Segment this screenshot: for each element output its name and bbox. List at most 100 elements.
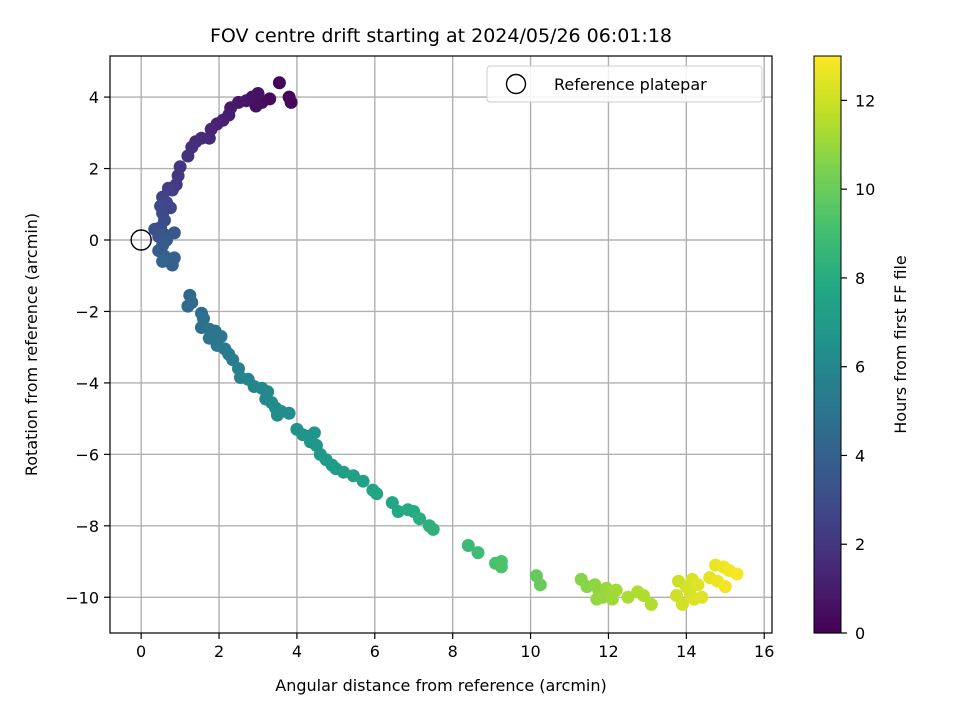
colorbar-strip bbox=[814, 330, 841, 336]
data-point bbox=[494, 560, 508, 574]
data-point bbox=[270, 408, 284, 422]
colorbar: 0 2 4 6 8 10 12 Hours from first FF file bbox=[813, 55, 910, 643]
colorbar-strip bbox=[814, 608, 841, 615]
data-point bbox=[181, 149, 195, 163]
colorbar-tick-label: 8 bbox=[855, 269, 865, 288]
colorbar-strip bbox=[814, 469, 841, 475]
colorbar-strip bbox=[814, 137, 841, 144]
colorbar-strip bbox=[814, 455, 841, 461]
colorbar-strip bbox=[814, 584, 841, 591]
data-point bbox=[181, 299, 195, 313]
colorbar-strip bbox=[814, 416, 841, 423]
colorbar-strip bbox=[814, 200, 841, 206]
colorbar-strip bbox=[814, 594, 841, 600]
data-points bbox=[148, 76, 744, 611]
data-point bbox=[471, 546, 485, 560]
colorbar-strip bbox=[814, 474, 841, 480]
colorbar-strip bbox=[814, 354, 841, 360]
colorbar-strip bbox=[814, 272, 841, 278]
colorbar-strip bbox=[814, 363, 841, 370]
data-point bbox=[609, 583, 623, 597]
x-tick-label: 14 bbox=[676, 642, 696, 661]
colorbar-strip bbox=[814, 618, 841, 624]
colorbar-tick-label: 6 bbox=[855, 358, 865, 377]
colorbar-strip bbox=[814, 589, 841, 596]
data-point bbox=[691, 578, 705, 592]
colorbar-strip bbox=[814, 556, 841, 562]
colorbar-strip bbox=[814, 128, 841, 134]
colorbar-strip bbox=[814, 546, 841, 552]
colorbar-strip bbox=[814, 613, 841, 620]
y-tick-label: 4 bbox=[89, 88, 99, 107]
data-point bbox=[272, 76, 286, 90]
data-point bbox=[337, 465, 351, 479]
colorbar-strip bbox=[814, 224, 841, 230]
colorbar-strip bbox=[814, 517, 841, 524]
colorbar-label: Hours from first FF file bbox=[891, 255, 910, 434]
colorbar-strip bbox=[814, 541, 841, 548]
colorbar-strip bbox=[814, 84, 841, 91]
colorbar-strip bbox=[814, 334, 841, 341]
colorbar-strip bbox=[814, 527, 841, 533]
data-point bbox=[675, 597, 689, 611]
colorbar-tick-label: 0 bbox=[855, 624, 865, 643]
colorbar-strip bbox=[814, 560, 841, 567]
data-point bbox=[695, 590, 709, 604]
colorbar-strip bbox=[814, 267, 841, 273]
data-point bbox=[644, 597, 658, 611]
colorbar-strip bbox=[814, 94, 841, 100]
colorbar-strip bbox=[814, 570, 841, 576]
colorbar-strip bbox=[814, 320, 841, 326]
x-tick-label: 16 bbox=[754, 642, 774, 661]
colorbar-strip bbox=[814, 411, 841, 418]
x-axis-label: Angular distance from reference (arcmin) bbox=[275, 676, 606, 695]
colorbar-strip bbox=[814, 488, 841, 495]
x-tick-label: 8 bbox=[448, 642, 458, 661]
colorbar-strip bbox=[814, 349, 841, 355]
colorbar-strip bbox=[814, 310, 841, 317]
colorbar-strip bbox=[814, 628, 841, 634]
colorbar-strip bbox=[814, 205, 841, 211]
colorbar-strip bbox=[814, 599, 841, 605]
colorbar-strip bbox=[814, 358, 841, 365]
colorbar-strip bbox=[814, 296, 841, 302]
colorbar-strip bbox=[814, 214, 841, 221]
colorbar-strip bbox=[814, 339, 841, 346]
colorbar-strip bbox=[814, 166, 841, 172]
colorbar-strip bbox=[814, 229, 841, 235]
colorbar-strip bbox=[814, 123, 841, 129]
colorbar-strip bbox=[814, 75, 841, 81]
data-point bbox=[251, 87, 265, 100]
colorbar-strip bbox=[814, 421, 841, 427]
colorbar-strip bbox=[814, 89, 841, 96]
colorbar-strip bbox=[814, 113, 841, 120]
colorbar-strip bbox=[814, 464, 841, 471]
reference-marker-layer bbox=[130, 229, 152, 251]
x-tick-label: 0 bbox=[136, 642, 146, 661]
chart-title: FOV centre drift starting at 2024/05/26 … bbox=[210, 25, 672, 47]
colorbar-strip bbox=[814, 493, 841, 499]
colorbar-strip bbox=[814, 243, 841, 249]
data-point bbox=[590, 592, 604, 606]
colorbar-strip bbox=[814, 262, 841, 269]
y-tick-label: −2 bbox=[75, 302, 99, 321]
colorbar-strip bbox=[814, 142, 841, 148]
colorbar-strip bbox=[814, 286, 841, 293]
colorbar-strip bbox=[814, 435, 841, 442]
y-tick-label: −10 bbox=[65, 588, 99, 607]
colorbar-strip bbox=[814, 382, 841, 389]
colorbar-strip bbox=[814, 402, 841, 408]
reference-platepar-marker bbox=[130, 229, 152, 251]
colorbar-strip bbox=[814, 507, 841, 514]
data-point bbox=[533, 578, 547, 592]
colorbar-strip bbox=[814, 152, 841, 158]
colorbar-strip bbox=[814, 233, 841, 240]
colorbar-strip bbox=[814, 512, 841, 519]
colorbar-strip bbox=[814, 219, 841, 225]
colorbar-strip bbox=[814, 301, 841, 307]
colorbar-strip bbox=[814, 108, 841, 115]
colorbar-gradient bbox=[814, 56, 841, 634]
colorbar-strip bbox=[814, 238, 841, 245]
data-point bbox=[461, 539, 475, 552]
